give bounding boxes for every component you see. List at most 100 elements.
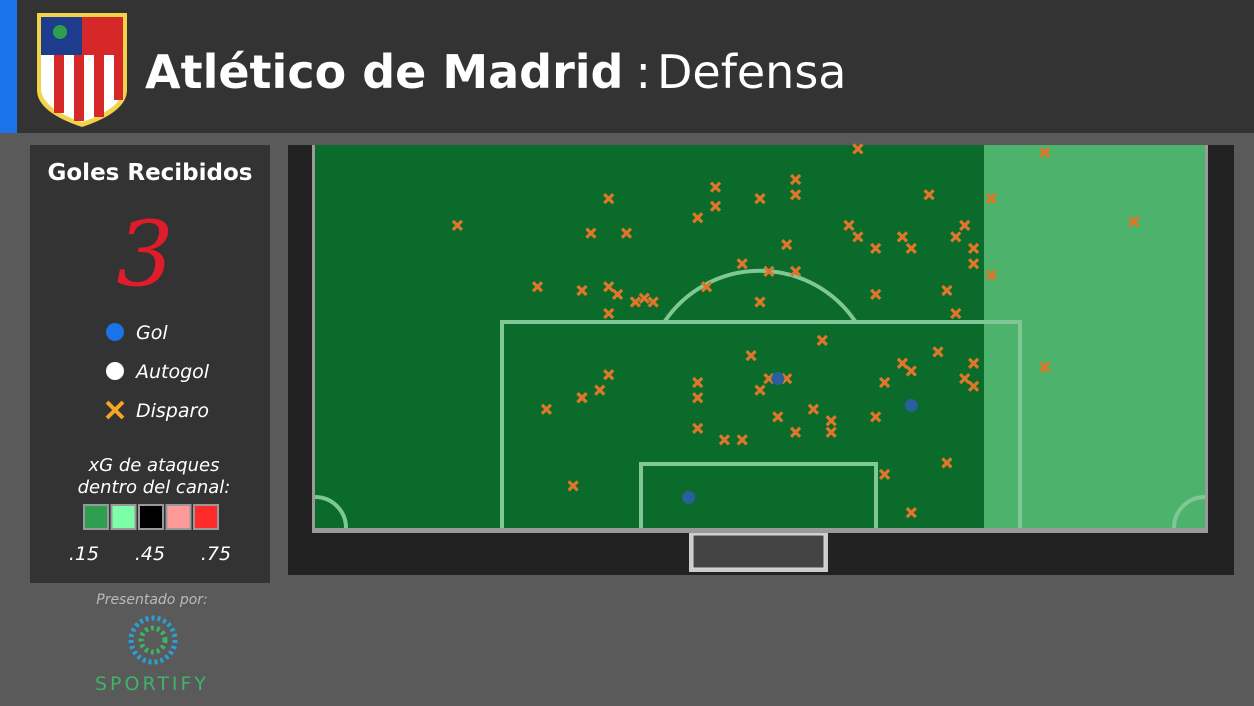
club-crest [37,13,127,127]
shot-marker [603,369,615,381]
shot-marker [692,422,704,435]
shot-marker [967,357,980,369]
sponsor-caption: Presentado por: [96,592,208,608]
shot-marker [754,296,766,308]
shot-marker [781,238,793,251]
shot-marker [745,350,757,362]
title-separator: : [635,45,651,99]
goals-count: 3 [116,202,173,307]
shot-marker [870,411,882,423]
shot-marker [878,376,891,389]
title-team: Atlético de Madrid [145,45,623,99]
shot-marker [959,372,971,385]
scale-label: .15 [69,543,99,565]
scale-label: .75 [201,543,231,565]
shot-marker [540,403,553,415]
shot-marker [754,384,766,396]
shot-marker [852,231,864,243]
shot-marker [1039,147,1051,159]
shot-marker [967,258,980,270]
shot-marker [692,392,704,404]
shot-marker [985,192,998,205]
shot-marker [451,219,464,232]
shot-marker [736,258,748,270]
shot-marker [959,219,971,232]
shot-marker [932,346,944,358]
shot-marker [843,219,855,232]
scale-label: .45 [135,543,165,565]
shot-marker [870,242,882,255]
shot-marker [638,292,650,304]
shot-marker [789,173,802,186]
shot-marker [629,296,642,308]
shot-marker [816,334,828,346]
shot-marker [789,426,802,438]
header-title: Atlético de Madrid: Defensa [145,45,847,99]
sponsor-name: SPORTIFY [95,673,209,695]
shot-marker [923,189,935,201]
shot-marker [585,227,597,239]
shot-marker [692,376,704,389]
legend-label: Gol [136,322,168,344]
shot-marker [692,212,704,224]
shot-marker [718,434,731,446]
shot-marker [896,231,909,243]
shot-marker [789,189,802,201]
shot-marker [941,284,953,297]
title-subtitle: Defensa [657,45,847,99]
shot-marker [709,181,722,193]
goal-marker [771,372,785,386]
pitch [312,145,1208,572]
scale-swatch [193,504,219,530]
shot-marker [603,307,615,320]
legend: Gol Autogol Disparo [105,322,210,422]
shot-marker [576,284,588,297]
color-scale: .15 .45 .75 [69,504,231,565]
shot-marker [700,281,713,293]
shot-marker [967,380,980,392]
header-accent [0,0,17,133]
shot-marker [789,265,802,278]
shot-marker [870,288,882,301]
shot-marker [531,281,544,293]
shot-marker [594,384,606,396]
shot-marker [1039,361,1051,373]
legend-symbol [105,400,125,420]
shot-map [451,143,1140,519]
shot-marker [941,457,953,469]
scale-title: xG de ataques [88,455,220,476]
shot-marker [950,307,962,320]
shot-marker [896,357,909,369]
scale-swatch [165,504,192,530]
legend-label: Disparo [136,400,209,422]
shot-marker [647,296,659,308]
scale-swatch [83,504,109,530]
sponsor-logo [128,615,178,665]
shot-marker [807,403,820,415]
shot-marker [852,143,864,155]
scale-swatch [138,504,164,530]
shot-marker [825,415,837,427]
shot-marker [603,192,615,205]
shot-marker [905,507,917,519]
shot-marker [772,411,784,423]
shot-marker [967,242,980,255]
goal-marker [904,398,918,412]
shot-marker [825,426,837,438]
shot-marker [763,265,775,278]
shot-marker [754,192,766,205]
panel-title: Goles Recibidos [48,160,253,186]
shot-marker [763,372,775,385]
shot-marker [620,227,633,239]
shot-marker [950,231,962,243]
legend-symbol [106,323,124,341]
shot-marker [567,480,579,492]
shot-marker [736,434,748,446]
shot-marker [1128,215,1140,228]
shot-marker [781,372,793,385]
scale-title: dentro del canal: [78,477,231,498]
scale-swatch [110,504,137,530]
shot-marker [905,365,917,377]
